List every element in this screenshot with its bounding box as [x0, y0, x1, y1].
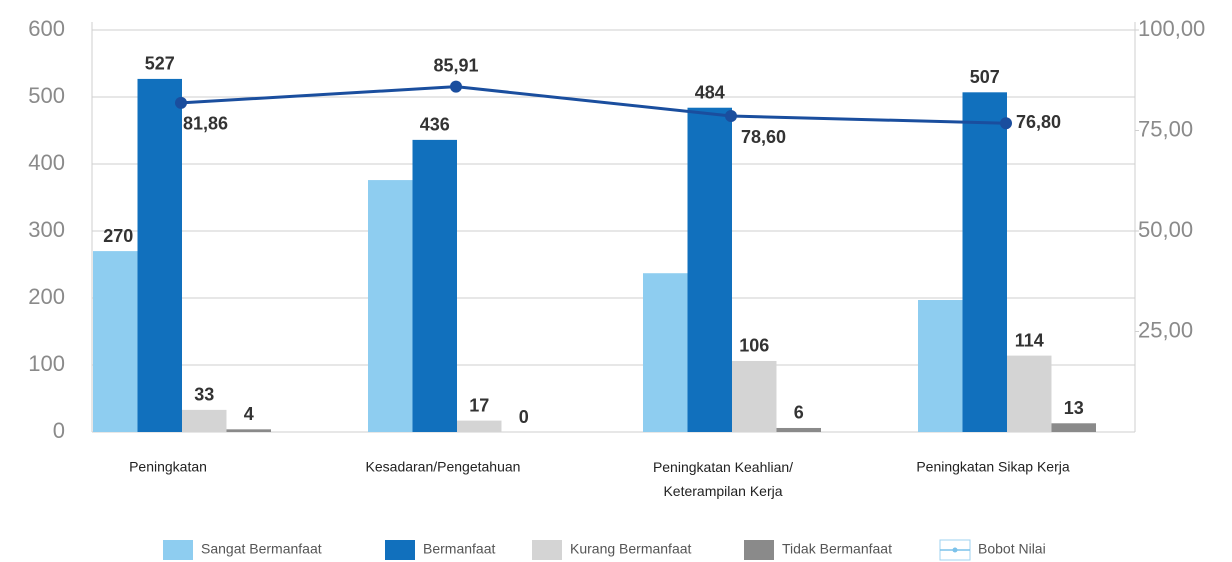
x-tick-label-line: Keterampilan Kerja: [663, 483, 782, 499]
y2-tick-label: 50,00: [1138, 217, 1193, 242]
legend-swatch: [532, 540, 562, 560]
bar: [93, 251, 138, 432]
data-label: 507: [970, 67, 1000, 87]
line-point: [1000, 117, 1012, 130]
bar: [732, 360, 777, 432]
y-tick-label: 400: [28, 150, 65, 175]
data-label: 81,86: [183, 114, 228, 134]
bar: [918, 300, 963, 432]
line-point: [175, 96, 187, 109]
y-tick-label: 100: [28, 351, 65, 376]
data-label: 106: [739, 336, 769, 356]
legend-label: Bermanfaat: [423, 541, 495, 557]
x-tick-label: Peningkatan Keahlian/Keterampilan Kerja: [653, 459, 793, 499]
data-label: 17: [469, 395, 489, 415]
bar: [776, 427, 821, 432]
bar: [643, 273, 688, 432]
data-label: 527: [145, 54, 175, 74]
bar: [457, 420, 502, 432]
data-label: 33: [194, 385, 214, 405]
bar: [412, 139, 457, 432]
data-label: 270: [103, 226, 133, 246]
y-tick-label: 300: [28, 217, 65, 242]
data-label: 0: [519, 407, 529, 427]
legend-label: Bobot Nilai: [978, 541, 1046, 557]
data-label: 76,80: [1016, 112, 1061, 132]
bar: [962, 92, 1007, 432]
data-label: 6: [794, 403, 804, 423]
y-tick-label: 0: [53, 418, 65, 443]
x-tick-label-line: Peningkatan Keahlian/: [653, 459, 793, 475]
bar: [1051, 423, 1096, 432]
data-label: 78,60: [741, 127, 786, 147]
bar: [687, 107, 732, 432]
y2-tick-label: 25,00: [1138, 317, 1193, 342]
bar: [137, 78, 182, 432]
line-point: [450, 80, 462, 93]
legend-swatch: [744, 540, 774, 560]
y-tick-label: 500: [28, 83, 65, 108]
bar: [226, 429, 271, 432]
data-label: 13: [1064, 398, 1084, 418]
data-label: 436: [420, 115, 450, 135]
y-tick-label: 600: [28, 16, 65, 41]
legend-label: Tidak Bermanfaat: [782, 541, 892, 557]
line: [180, 85, 1007, 125]
data-label: 4: [244, 404, 254, 424]
data-label: 85,91: [433, 55, 478, 75]
data-label: 114: [1015, 330, 1044, 350]
legend-swatch-dot: [952, 547, 958, 553]
x-tick-label: Peningkatan: [129, 459, 207, 475]
y2-tick-label: 75,00: [1138, 116, 1193, 141]
x-tick-label: Kesadaran/Pengetahuan: [366, 459, 521, 475]
x-tick-label: Peningkatan Sikap Kerja: [916, 459, 1070, 475]
line-point: [725, 110, 737, 123]
bar: [182, 409, 227, 432]
data-label: 484: [695, 82, 725, 102]
legend-swatch: [385, 540, 415, 560]
bar: [1007, 355, 1052, 432]
y2-tick-label: 100,00: [1138, 16, 1205, 41]
legend-label: Kurang Bermanfaat: [570, 541, 692, 557]
legend-swatch: [163, 540, 193, 560]
y-tick-label: 200: [28, 284, 65, 309]
legend-label: Sangat Bermanfaat: [201, 541, 322, 557]
bar: [368, 180, 413, 432]
